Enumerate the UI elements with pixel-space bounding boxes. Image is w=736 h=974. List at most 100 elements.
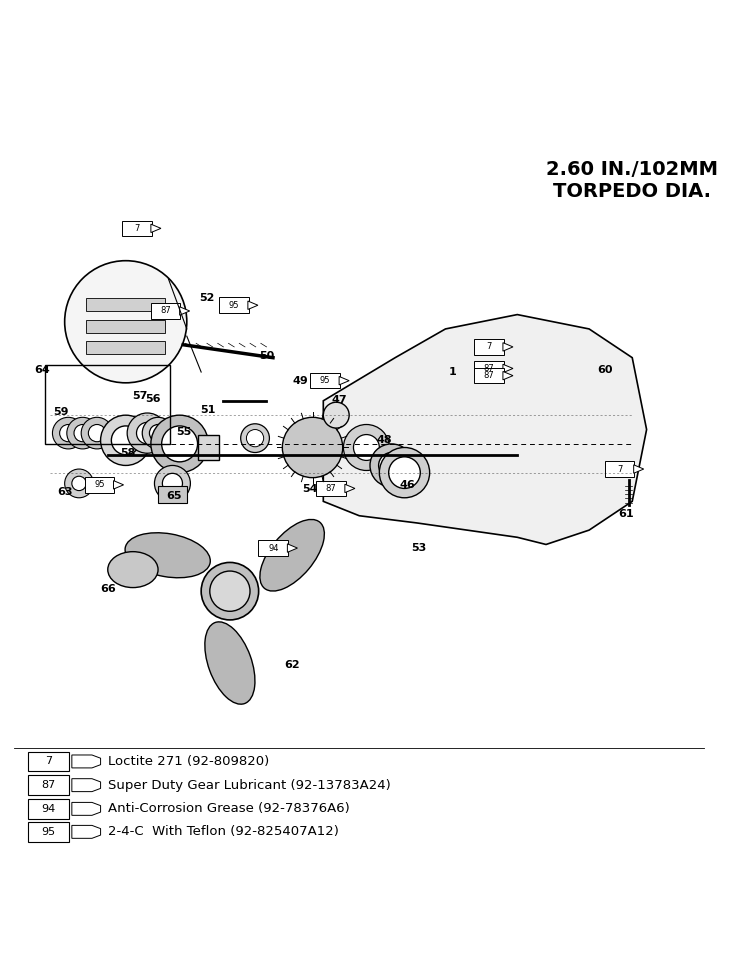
Polygon shape (323, 315, 647, 544)
Circle shape (162, 426, 197, 462)
FancyBboxPatch shape (474, 368, 503, 384)
FancyBboxPatch shape (605, 462, 634, 477)
Polygon shape (72, 778, 101, 792)
Circle shape (323, 402, 349, 429)
Polygon shape (339, 376, 349, 385)
Text: 87: 87 (325, 484, 336, 493)
Text: 56: 56 (145, 394, 160, 404)
FancyBboxPatch shape (474, 360, 503, 376)
Ellipse shape (125, 533, 210, 578)
Bar (45, 365, 170, 444)
Polygon shape (345, 484, 355, 493)
FancyBboxPatch shape (85, 477, 114, 493)
Text: 54: 54 (302, 484, 318, 494)
Text: 55: 55 (177, 427, 191, 436)
Text: 64: 64 (34, 365, 49, 375)
Bar (86, 319, 166, 332)
Polygon shape (72, 825, 101, 839)
Circle shape (52, 417, 84, 449)
Circle shape (149, 425, 166, 442)
Text: 59: 59 (53, 406, 69, 417)
Polygon shape (287, 543, 297, 552)
Text: 52: 52 (199, 293, 215, 303)
Bar (86, 341, 166, 355)
Text: 94: 94 (268, 543, 278, 552)
Circle shape (247, 430, 263, 447)
Circle shape (81, 417, 113, 449)
Text: 53: 53 (411, 543, 426, 553)
Polygon shape (503, 343, 513, 352)
Circle shape (60, 425, 77, 442)
Text: 87: 87 (41, 780, 56, 790)
FancyBboxPatch shape (28, 799, 69, 818)
Text: 7: 7 (486, 343, 492, 352)
Text: 57: 57 (132, 391, 147, 400)
Text: 63: 63 (57, 487, 72, 497)
Circle shape (65, 469, 93, 498)
Text: 95: 95 (41, 827, 55, 837)
Text: 95: 95 (229, 301, 239, 310)
Circle shape (72, 476, 86, 491)
Circle shape (151, 415, 208, 472)
Bar (86, 298, 166, 311)
Text: 46: 46 (400, 480, 415, 490)
Text: Super Duty Gear Lubricant (92-13783A24): Super Duty Gear Lubricant (92-13783A24) (107, 778, 391, 792)
Circle shape (67, 417, 99, 449)
Circle shape (201, 562, 258, 619)
Text: 2.60 IN./102MM
TORPEDO DIA.: 2.60 IN./102MM TORPEDO DIA. (546, 160, 718, 201)
Text: 60: 60 (597, 365, 612, 375)
Circle shape (379, 447, 430, 498)
Circle shape (283, 417, 343, 477)
Text: 62: 62 (285, 660, 300, 670)
Circle shape (370, 444, 413, 487)
Circle shape (142, 417, 174, 449)
Text: 49: 49 (292, 376, 308, 386)
Text: Loctite 271 (92-809820): Loctite 271 (92-809820) (107, 755, 269, 768)
Circle shape (65, 261, 187, 383)
Ellipse shape (260, 519, 325, 591)
Circle shape (88, 425, 105, 442)
Text: 95: 95 (319, 376, 330, 385)
Polygon shape (503, 364, 513, 373)
Text: 95: 95 (94, 480, 105, 489)
Circle shape (353, 434, 379, 461)
Text: 1: 1 (449, 367, 456, 377)
Text: 48: 48 (377, 435, 392, 445)
FancyBboxPatch shape (151, 303, 180, 318)
FancyBboxPatch shape (474, 339, 503, 355)
FancyBboxPatch shape (0, 149, 718, 746)
Text: 66: 66 (100, 584, 116, 594)
Circle shape (344, 425, 389, 470)
Ellipse shape (107, 551, 158, 587)
FancyBboxPatch shape (122, 220, 152, 236)
Circle shape (241, 424, 269, 453)
Text: 7: 7 (617, 465, 622, 473)
Polygon shape (634, 465, 644, 473)
Polygon shape (503, 371, 513, 380)
Circle shape (111, 426, 140, 455)
Text: 87: 87 (160, 307, 171, 316)
Text: 2-4-C  With Teflon (92-825407A12): 2-4-C With Teflon (92-825407A12) (107, 825, 339, 839)
FancyBboxPatch shape (28, 822, 69, 842)
Text: 94: 94 (41, 804, 56, 814)
FancyBboxPatch shape (311, 373, 340, 389)
Circle shape (136, 423, 158, 444)
Circle shape (163, 473, 183, 494)
FancyBboxPatch shape (28, 775, 69, 795)
Text: 7: 7 (45, 757, 52, 767)
Text: 87: 87 (484, 364, 494, 373)
Text: 50: 50 (260, 352, 275, 361)
FancyBboxPatch shape (316, 481, 346, 496)
FancyBboxPatch shape (28, 752, 69, 771)
Polygon shape (113, 480, 124, 489)
Circle shape (74, 425, 91, 442)
Text: 61: 61 (619, 508, 634, 518)
Bar (197, 435, 219, 460)
Bar (158, 486, 187, 503)
Text: 7: 7 (134, 224, 140, 233)
Circle shape (389, 457, 420, 488)
Polygon shape (151, 224, 161, 233)
Circle shape (127, 413, 167, 453)
FancyBboxPatch shape (258, 541, 288, 556)
Polygon shape (180, 307, 190, 316)
